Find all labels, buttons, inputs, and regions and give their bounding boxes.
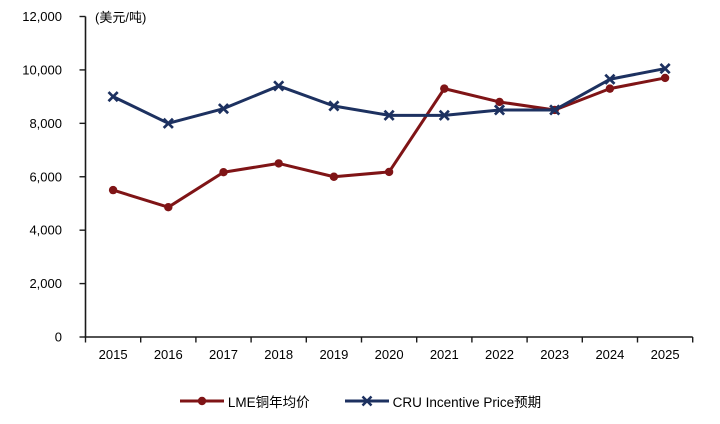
data-point-1-2021: [438, 109, 450, 121]
y-tick-label: 8,000: [29, 116, 62, 131]
data-point-0-2015: [108, 185, 118, 195]
chart-legend: LME铜年均价 CRU Incentive Price预期: [0, 391, 720, 411]
data-point-0-2024: [605, 84, 615, 93]
x-tick-label: 2017: [209, 347, 238, 362]
series-line-0: [111, 76, 667, 209]
x-tick-label: 2023: [540, 347, 569, 362]
x-tick-label: 2018: [264, 347, 293, 362]
data-point-0-2017: [219, 168, 228, 177]
x-tick-label: 2015: [99, 347, 128, 362]
data-point-0-2025: [660, 73, 670, 83]
x-tick-label: 2021: [430, 347, 459, 362]
data-point-1-2019: [328, 100, 340, 112]
x-tick-label: 2016: [154, 347, 183, 362]
data-point-1-2018: [273, 80, 285, 92]
data-point-0-2019: [329, 172, 339, 181]
x-tick-label: 2020: [375, 347, 404, 362]
data-point-1-2020: [383, 109, 395, 121]
y-tick-label: 10,000: [22, 62, 62, 77]
legend-label-lme: LME铜年均价: [227, 395, 310, 410]
legend-item-lme: LME铜年均价: [179, 391, 310, 411]
data-point-0-2016: [164, 202, 173, 212]
data-point-0-2020: [384, 167, 394, 177]
y-axis-unit-label: (美元/吨): [95, 10, 146, 25]
data-point-1-2023: [549, 104, 561, 116]
y-tick-label: 4,000: [29, 223, 62, 238]
data-point-1-2022: [493, 104, 506, 116]
legend-item-cru: CRU Incentive Price预期: [344, 391, 542, 411]
data-point-0-2021: [440, 84, 449, 93]
data-point-0-2018: [274, 159, 283, 168]
y-tick-label: 2,000: [29, 276, 62, 291]
cru-line-x-marker: [344, 395, 389, 407]
data-point-1-2025: [659, 63, 671, 75]
y-tick-label: 0: [55, 330, 62, 345]
data-point-0-2022: [495, 97, 504, 107]
x-tick-label: 2022: [485, 347, 514, 362]
lme-line-circle-marker: [179, 396, 224, 406]
data-point-1-2024: [604, 73, 616, 85]
data-point-1-2016: [162, 117, 174, 129]
data-point-1-2015: [107, 91, 119, 103]
x-tick-label: 2025: [651, 347, 680, 362]
legend-label-cru: CRU Incentive Price预期: [392, 395, 542, 410]
data-point-1-2017: [217, 103, 230, 115]
x-tick-label: 2024: [595, 347, 624, 362]
y-tick-label: 6,000: [29, 169, 62, 184]
y-tick-label: 12,000: [22, 9, 62, 24]
x-tick-label: 2019: [319, 347, 348, 362]
